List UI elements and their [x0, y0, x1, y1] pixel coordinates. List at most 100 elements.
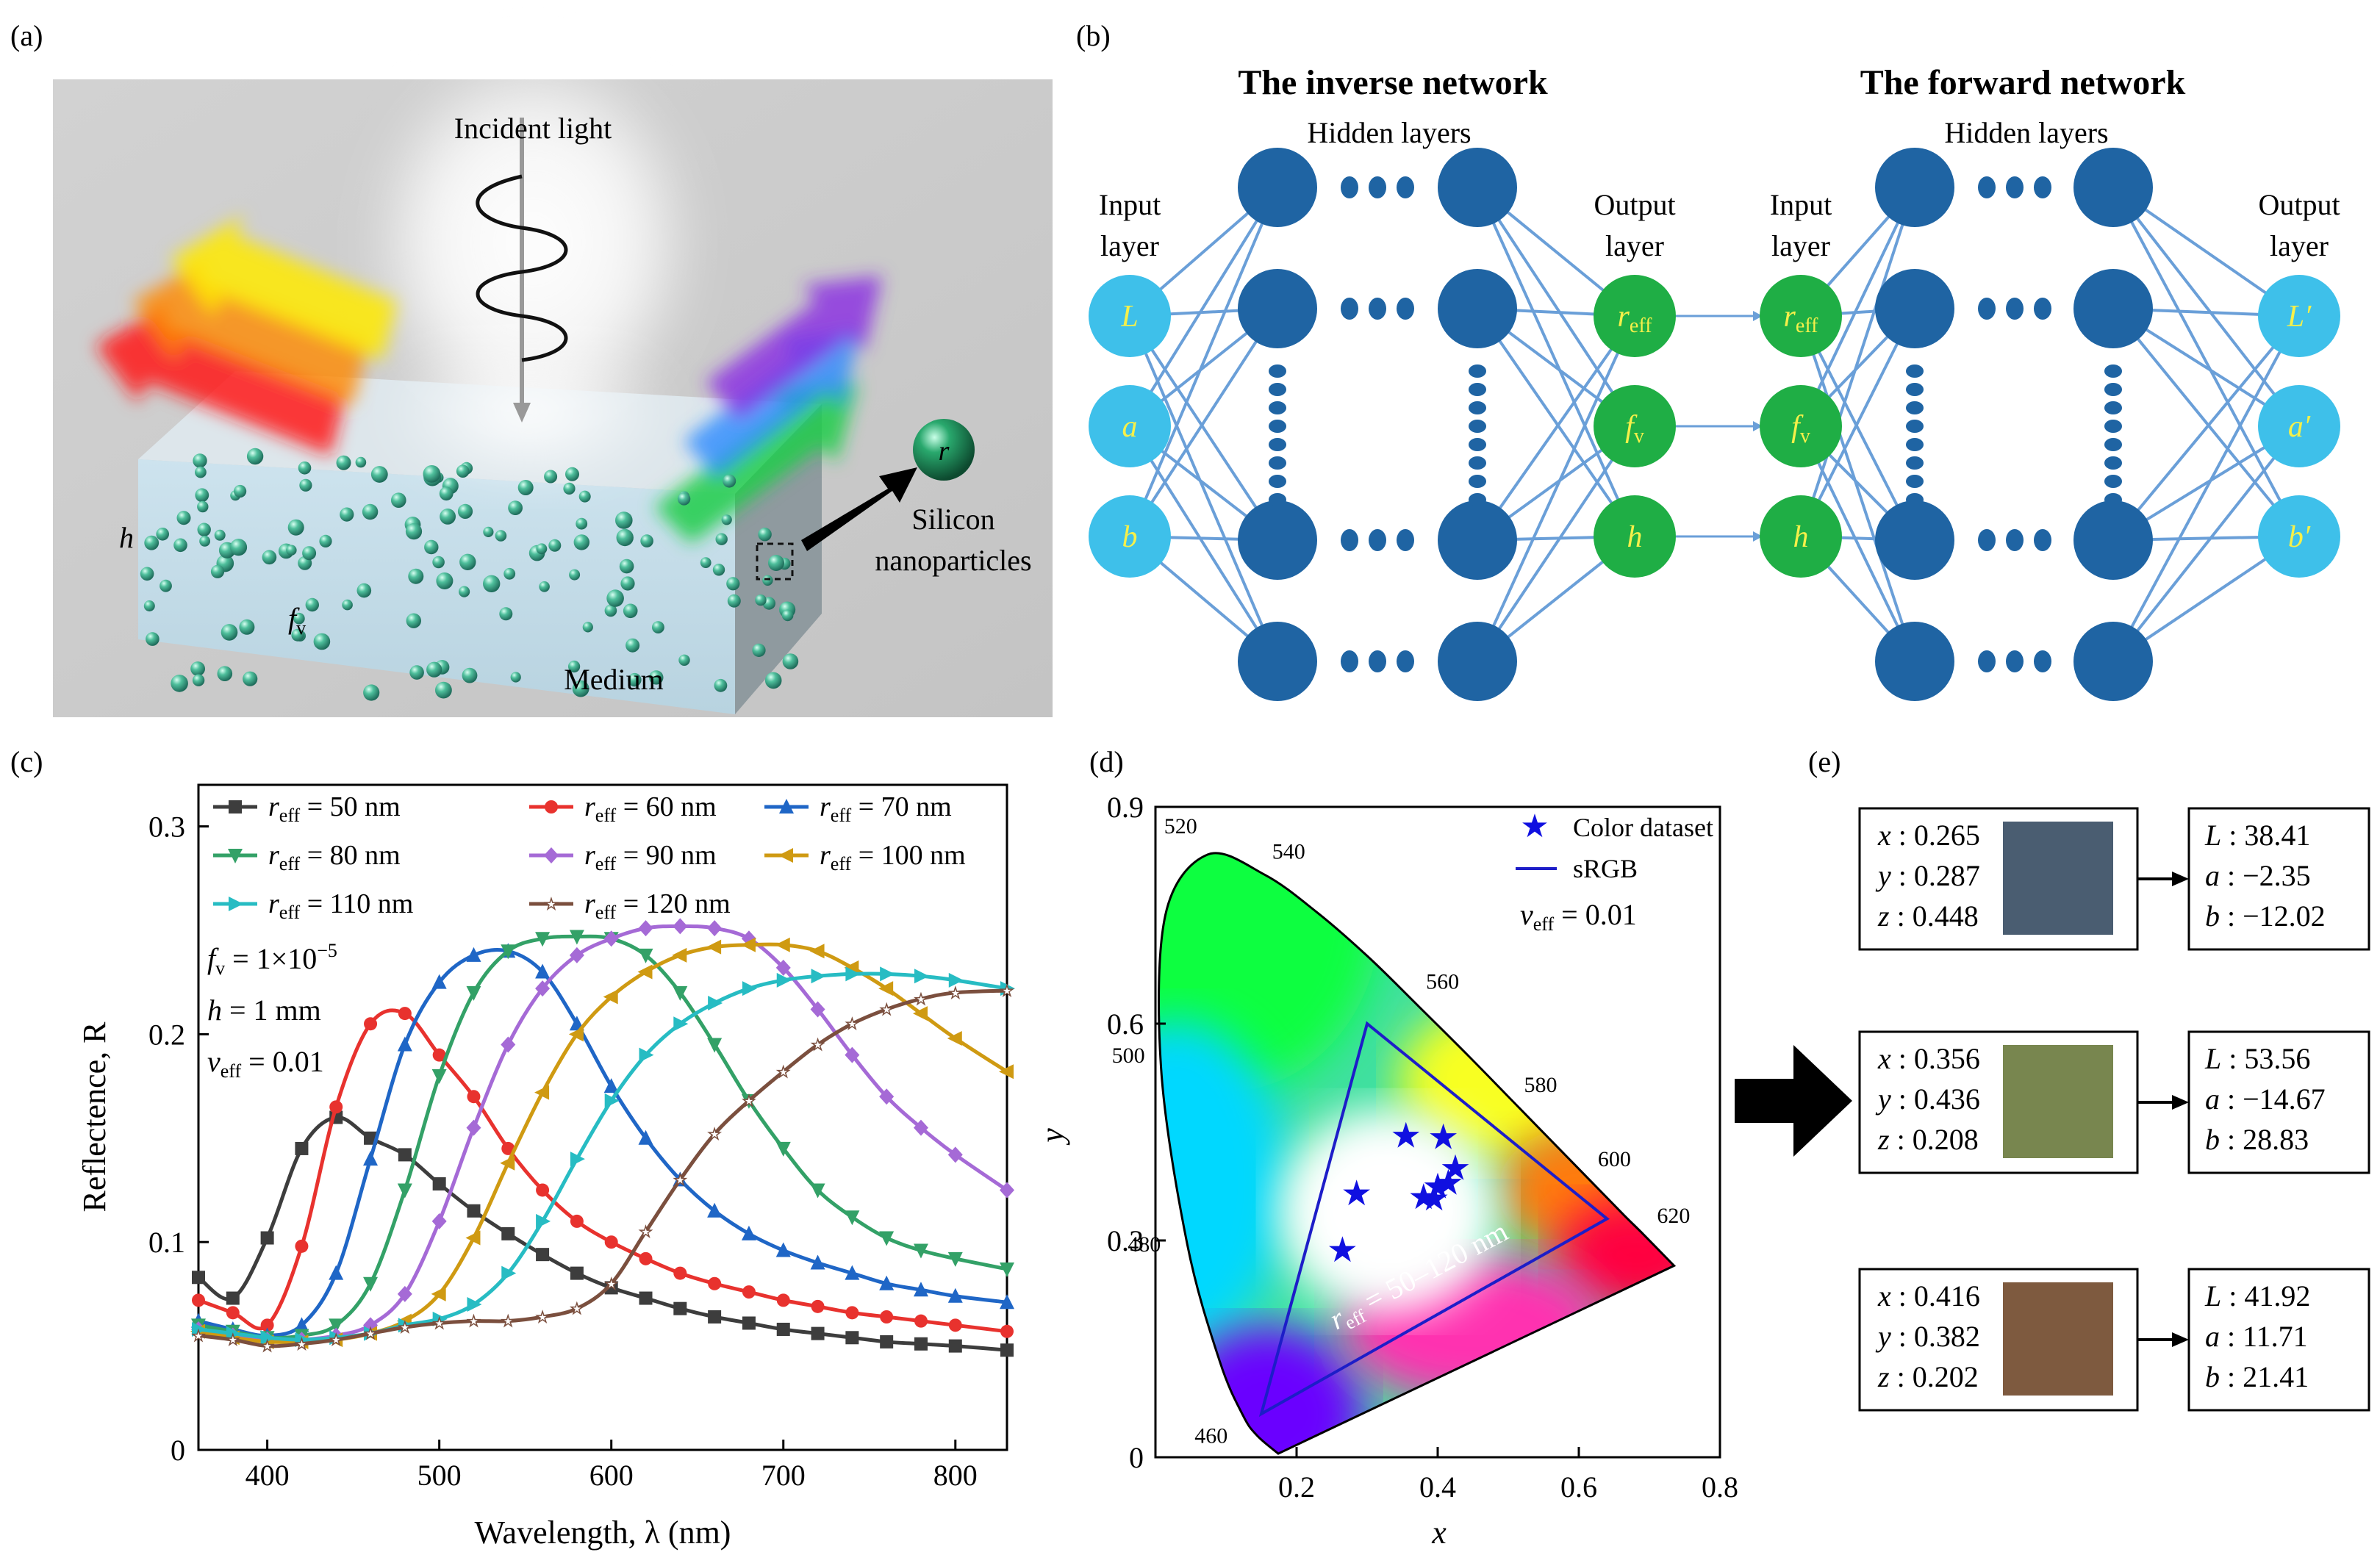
nanoparticle-icon [440, 509, 456, 525]
lab-box [2187, 1030, 2370, 1174]
ellipsis-dot-icon [2104, 493, 2122, 506]
hidden-neuron [1438, 500, 1517, 580]
cie-green-region [1158, 852, 1380, 1092]
nanoparticle-icon [436, 572, 454, 589]
data-point-square [742, 1316, 756, 1330]
nanoparticle-icon [576, 517, 588, 530]
x-tick-label: 0.2 [1278, 1470, 1315, 1504]
wavelength-label: 480 [1128, 1232, 1161, 1257]
data-point-diamond [501, 1036, 516, 1053]
nanoparticle-icon [652, 621, 664, 633]
nanoparticle-icon [406, 613, 421, 628]
nanoparticle-icon [459, 553, 476, 570]
xyz-value: x : 0.356 [1877, 1042, 1980, 1075]
data-point-triangle [741, 1225, 756, 1240]
data-point-square [226, 1291, 240, 1305]
color-dataset-star: ★ [1408, 1178, 1439, 1217]
blue-arrow-icon [684, 329, 860, 478]
nanoparticle-icon [640, 534, 653, 547]
data-point-triangle-left [999, 1064, 1014, 1080]
chart-c-xlabel: Wavelength, λ (nm) [475, 1515, 731, 1551]
nanoparticle-icon [573, 534, 589, 550]
network-edge [1799, 315, 1916, 662]
data-point-triangle-down [913, 1243, 928, 1259]
nanoparticle-icon [195, 488, 209, 503]
data-point-star: ★ [545, 897, 558, 913]
hidden-neuron [1875, 622, 1954, 701]
data-point-star: ★ [226, 1332, 240, 1348]
data-point-triangle-down [535, 932, 551, 947]
nanoparticle-icon [197, 522, 211, 536]
data-point-triangle [1000, 1294, 1014, 1310]
data-point-triangle-right [467, 1297, 482, 1312]
wavelength-label: 540 [1272, 839, 1305, 863]
nanoparticle-icon [144, 535, 159, 550]
forward-input-layer-label-2: layer [1771, 229, 1830, 262]
data-point-circle [811, 1299, 825, 1313]
nanoparticle-icon [457, 503, 473, 520]
data-point-star: ★ [1000, 983, 1014, 999]
ellipsis-dot-icon [1369, 529, 1386, 551]
ellipsis-dot-icon [1469, 401, 1486, 414]
nanoparticle-icon [432, 556, 445, 569]
data-point-triangle-down [397, 1183, 412, 1199]
network-edge [1799, 187, 1916, 427]
link-arrow-head-icon [1753, 531, 1763, 542]
nanoparticle-icon [336, 455, 351, 470]
xyz-value: z : 0.448 [1877, 899, 1979, 933]
forward-output-layer-label-1: Output [2258, 188, 2340, 221]
yellow-arrow-icon [171, 215, 397, 360]
nanoparticle-icon [243, 671, 258, 686]
network-edge [1128, 425, 1279, 663]
nanoparticle-icon [623, 603, 638, 619]
nanoparticle-icon [723, 474, 736, 488]
nanoparticle-icon [239, 619, 255, 635]
nanoparticle-icon [197, 500, 209, 513]
nanoparticle-icon [439, 486, 454, 501]
data-point-square [708, 1310, 722, 1323]
data-point-square [639, 1291, 653, 1305]
medium-label: Medium [564, 663, 664, 696]
wavelength-label: 560 [1426, 969, 1459, 994]
hidden-neuron [2073, 500, 2153, 580]
hidden-neuron [1438, 622, 1517, 701]
nanoparticle-icon [146, 632, 159, 646]
nanoparticle-icon [764, 672, 782, 689]
nanoparticle-icon [176, 511, 191, 525]
lab-box [2187, 1268, 2370, 1412]
data-point-triangle-right [639, 1047, 654, 1063]
panel-b-label: (b) [1076, 19, 1111, 52]
inverse-output-1-node [1594, 385, 1676, 467]
nanoparticle-icon [727, 594, 741, 608]
nanoparticle-icon [565, 467, 579, 481]
nanoparticle-icon [156, 528, 169, 541]
data-point-triangle-down [810, 1183, 825, 1199]
color-swatch [2003, 822, 2113, 935]
ellipsis-dot-icon [1469, 438, 1486, 451]
ellipsis-dot-icon [2104, 438, 2122, 451]
forward-input-0-node [1760, 275, 1842, 357]
data-point-circle [226, 1306, 240, 1320]
nanoparticle-icon [313, 633, 331, 650]
ellipsis-dot-icon [1269, 456, 1286, 470]
chart-c-frame [197, 783, 1008, 1451]
ellipsis-dot-icon [1906, 475, 1924, 488]
data-point-star: ★ [192, 1328, 205, 1344]
data-point-star: ★ [329, 1332, 343, 1348]
data-point-circle [536, 1183, 550, 1197]
nanoparticle-icon [781, 609, 794, 622]
color-conversion-rows: x : 0.265 y : 0.287 z : 0.448 L : 38.41 a : … [1858, 807, 2370, 1412]
ellipsis-dot-icon [1906, 383, 1924, 396]
forward-input-2-node [1760, 495, 1842, 578]
ellipsis-dot-icon [2034, 529, 2051, 551]
forward-output-a-node [2258, 385, 2340, 467]
data-point-triangle-left [775, 937, 790, 952]
ellipsis-dot-icon [1397, 529, 1414, 551]
legend-label: reff = 90 nm [584, 840, 717, 874]
nanoparticle-icon [536, 543, 548, 555]
network-edge [1476, 186, 1636, 428]
data-point-triangle-left [534, 1085, 550, 1100]
ellipsis-dot-icon [1269, 475, 1286, 488]
ellipsis-dot-icon [2104, 383, 2122, 396]
